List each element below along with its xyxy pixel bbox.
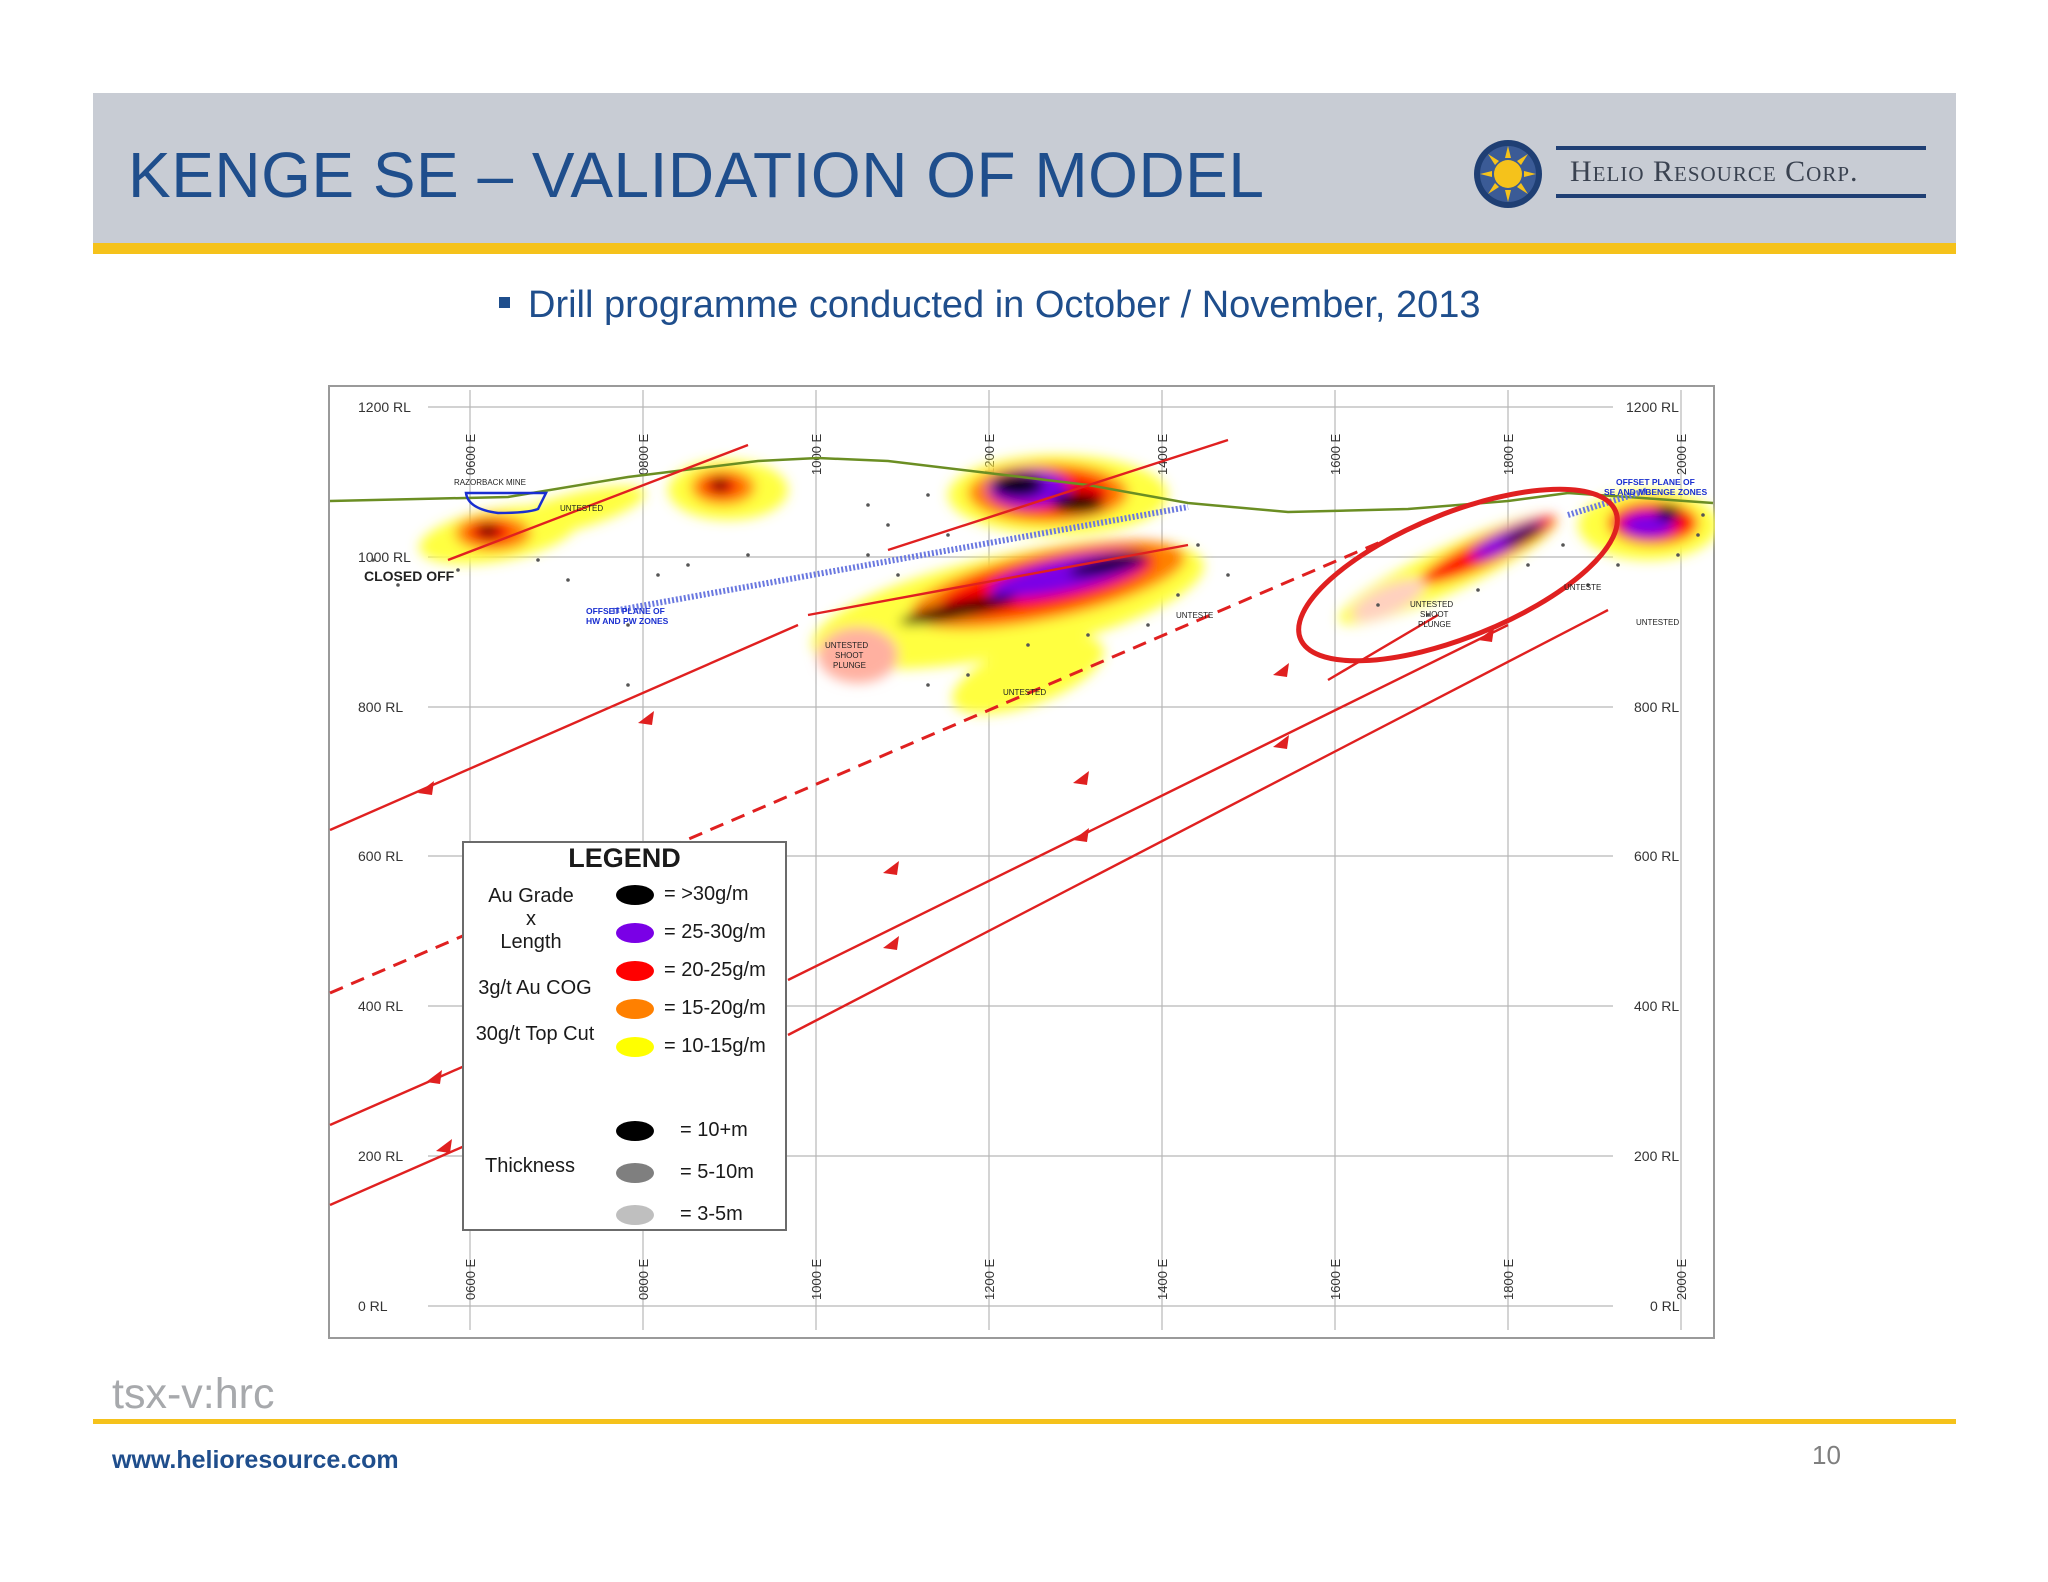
legend-grade-label-line2: x	[526, 908, 536, 930]
shoot-plunge-label-line2: SHOOT	[835, 651, 864, 660]
easting-label-bottom: 0600 E	[463, 1258, 478, 1300]
ticker-symbol: tsx-v:hrc	[112, 1370, 275, 1418]
easting-label-bottom: 0800 E	[636, 1258, 651, 1300]
legend-grade-label-line3: Length	[500, 931, 562, 953]
planned-drill-hole	[329, 511, 1449, 995]
rl-label-right: 200 RL	[1634, 1148, 1679, 1164]
legend-item-label: = 20-25g/m	[664, 959, 766, 981]
easting-label-bottom: 1800 E	[1501, 1258, 1516, 1300]
rl-label-right: 600 RL	[1634, 848, 1679, 864]
easting-label-bottom: 2000 E	[1674, 1258, 1689, 1300]
rl-label-left: 200 RL	[358, 1148, 403, 1164]
razorback-mine-label: RAZORBACK MINE	[454, 478, 526, 487]
razorback-mine-outline	[464, 491, 549, 515]
offset-se-label-line2: SE AND MBENGE ZONES	[1604, 487, 1707, 497]
legend-title: LEGEND	[568, 843, 681, 873]
rl-label-left: 600 RL	[358, 848, 403, 864]
rl-label-right: 0 RL	[1650, 1298, 1680, 1314]
highlight-ellipse	[1296, 486, 1620, 664]
legend: LEGEND Au Grade x Length 3g/t Au COG 30g…	[462, 841, 787, 1231]
header-gold-rule	[93, 243, 1956, 254]
legend-swatch	[616, 999, 654, 1019]
legend-cog-label: 3g/t Au COG	[478, 977, 592, 999]
drill-arrowheads	[418, 628, 1494, 1153]
logo-rule-bottom	[1556, 194, 1926, 198]
untested-label: UNTESTED	[1636, 618, 1679, 627]
legend-thickness-label: Thickness	[484, 1155, 576, 1177]
legend-thickness-swatch	[616, 1163, 654, 1183]
legend-thickness-swatch	[616, 1121, 654, 1141]
legend-swatch	[616, 1037, 654, 1057]
bullet-point: Drill programme conducted in October / N…	[499, 284, 1481, 327]
logo-wordmark: Helio Resource Corp.	[1570, 155, 1859, 188]
easting-label-top: 1000 E	[809, 433, 824, 475]
legend-item-label: = 15-20g/m	[664, 997, 766, 1019]
easting-label-bottom: 1000 E	[809, 1258, 824, 1300]
rl-label-right: 400 RL	[1634, 998, 1679, 1014]
rl-label-left: 1200 RL	[358, 399, 411, 415]
easting-label-top: 0800 E	[636, 433, 651, 475]
untested-label: UNTESTED	[560, 504, 603, 513]
untested-label: UNTESTED	[1003, 688, 1046, 697]
shoot-plunge-label-line3: PLUNGE	[1418, 620, 1451, 629]
sun-emblem-icon	[1474, 140, 1542, 208]
easting-label-top: 1600 E	[1328, 433, 1343, 475]
rl-label-right: 800 RL	[1634, 699, 1679, 715]
rl-label-left: 400 RL	[358, 998, 403, 1014]
footer-gold-rule	[93, 1419, 1956, 1424]
legend-grade-label: Au Grade x Length	[476, 885, 586, 954]
legend-item-label: = 5-10m	[680, 1161, 754, 1183]
easting-label-top: 0600 E	[463, 433, 478, 475]
rl-label-left: 0 RL	[358, 1298, 388, 1314]
logo-rule-top	[1556, 146, 1926, 150]
easting-label-top: 1800 E	[1501, 433, 1516, 475]
legend-item-label: = 10-15g/m	[664, 1035, 766, 1057]
legend-swatch	[616, 885, 654, 905]
shoot-plunge-label-line2: SHOOT	[1420, 610, 1449, 619]
legend-item-label: = 10+m	[680, 1119, 748, 1141]
legend-item-label: = 25-30g/m	[664, 921, 766, 943]
rl-label-left: 800 RL	[358, 699, 403, 715]
drill-intercept-dots	[371, 493, 1705, 687]
legend-item-label: = >30g/m	[664, 883, 749, 905]
legend-item-label: = 3-5m	[680, 1203, 743, 1225]
rl-label-right: 1200 RL	[1626, 399, 1679, 415]
legend-grade-label-line1: Au Grade	[488, 885, 574, 907]
easting-label-bottom: 1400 E	[1155, 1258, 1170, 1300]
untested-label: UNTESTE	[1564, 583, 1601, 592]
legend-swatch	[616, 923, 654, 943]
header-band	[93, 93, 1956, 248]
offset-se-label-line1: OFFSET PLANE OF	[1616, 477, 1695, 487]
legend-topcut-label: 30g/t Top Cut	[475, 1023, 595, 1045]
shoot-plunge-label-line1: UNTESTED	[1410, 600, 1453, 609]
easting-label-top: 2000 E	[1674, 433, 1689, 475]
closed-off-label: CLOSED OFF	[364, 568, 455, 584]
easting-label-bottom: 1200 E	[982, 1258, 997, 1300]
rl-label-left: 1000 RL	[358, 549, 411, 565]
offset-hw-label-line1: OFFSET PLANE OF	[586, 606, 665, 616]
easting-label-top: 1400 E	[1155, 433, 1170, 475]
page-number: 10	[1812, 1440, 1841, 1470]
shoot-plunge-label-line3: PLUNGE	[833, 661, 866, 670]
legend-swatch	[616, 961, 654, 981]
untested-label: UNTESTE	[1176, 611, 1213, 620]
offset-hw-label-line2: HW AND PW ZONES	[586, 616, 669, 626]
company-logo: Helio Resource Corp.	[1472, 136, 1932, 214]
website-link[interactable]: www.helioresource.com	[112, 1446, 399, 1474]
easting-label-bottom: 1600 E	[1328, 1258, 1343, 1300]
slide-title: KENGE SE – VALIDATION OF MODEL	[128, 139, 1265, 211]
shoot-plunge-label-line1: UNTESTED	[825, 641, 868, 650]
bullet-text: Drill programme conducted in October / N…	[528, 284, 1481, 326]
bullet-square-icon	[499, 297, 510, 308]
legend-thickness-swatch	[616, 1205, 654, 1225]
